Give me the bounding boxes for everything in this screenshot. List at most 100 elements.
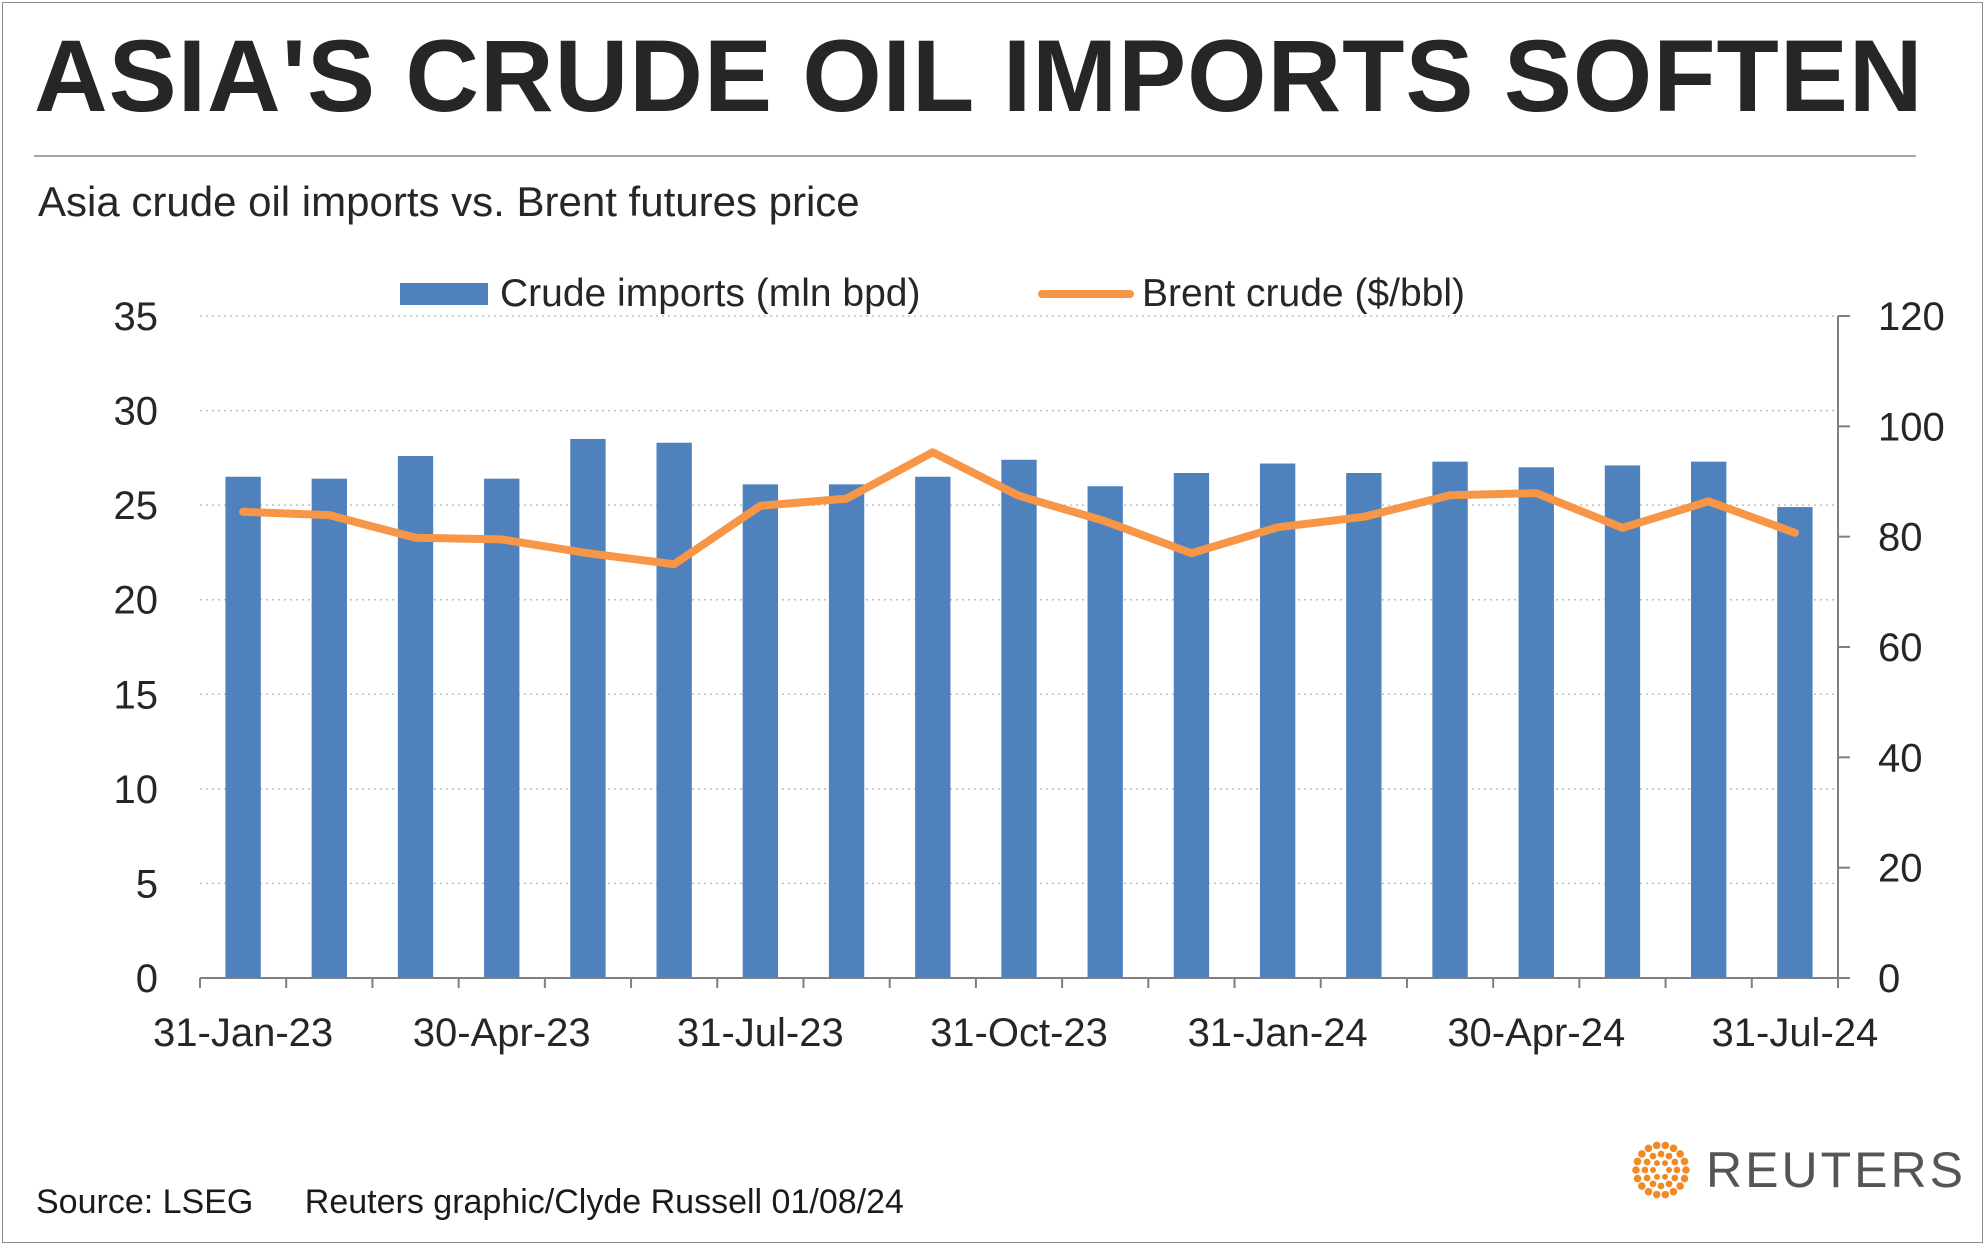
point-brent xyxy=(414,536,417,539)
reuters-dot-logo-icon xyxy=(1632,1141,1690,1199)
logo-dot xyxy=(1643,1174,1651,1182)
source-note: Source: LSEG xyxy=(36,1183,254,1221)
logo-dot xyxy=(1657,1182,1665,1190)
point-brent xyxy=(845,497,848,500)
y-right-tick-label: 20 xyxy=(1878,847,1923,891)
y-left-tick-label: 35 xyxy=(114,295,159,339)
legend-bar-swatch xyxy=(400,283,488,305)
logo-dot xyxy=(1676,1150,1684,1158)
logo-dot xyxy=(1649,1180,1657,1188)
logo-dot xyxy=(1676,1182,1684,1190)
x-tick-label: 30-Apr-23 xyxy=(413,1011,591,1055)
logo-dot xyxy=(1632,1166,1640,1174)
x-tick-label: 30-Apr-24 xyxy=(1447,1011,1625,1055)
y-right-tick-label: 40 xyxy=(1878,736,1923,780)
bar-imports xyxy=(1518,467,1554,978)
point-brent xyxy=(1104,520,1107,523)
point-brent xyxy=(1707,500,1710,503)
legend-item-brent: Brent crude ($/bbl) xyxy=(1038,272,1465,316)
x-tick-label: 31-Jul-23 xyxy=(677,1011,844,1055)
logo-dot xyxy=(1650,1167,1656,1173)
y-right-tick-label: 60 xyxy=(1878,626,1923,670)
logo-dot xyxy=(1633,1157,1642,1166)
bar-imports xyxy=(484,478,520,978)
bar-imports xyxy=(570,438,606,978)
point-brent xyxy=(1276,526,1279,529)
bar-imports xyxy=(656,442,692,978)
x-tick-label: 31-Jul-24 xyxy=(1712,1011,1879,1055)
y-right-tick-label: 80 xyxy=(1878,516,1923,560)
point-brent xyxy=(242,510,245,513)
credit-note: Reuters graphic/Clyde Russell 01/08/24 xyxy=(304,1183,904,1221)
point-brent xyxy=(1793,531,1796,534)
logo-dot xyxy=(1644,1144,1653,1153)
logo-dot xyxy=(1661,1190,1670,1199)
x-tick-label: 31-Jan-24 xyxy=(1188,1011,1368,1055)
logo-dot xyxy=(1652,1190,1661,1199)
logo-dot xyxy=(1665,1152,1673,1160)
bar-imports xyxy=(828,484,865,978)
logo-dot xyxy=(1682,1166,1690,1174)
chart-legend: Crude imports (mln bpd) Brent crude ($/b… xyxy=(0,272,1987,322)
logo-dot xyxy=(1673,1166,1681,1174)
bar-imports xyxy=(1604,465,1641,978)
logo-dot xyxy=(1654,1160,1660,1167)
bar-imports xyxy=(225,476,261,978)
logo-dot xyxy=(1654,1173,1660,1180)
logo-dot xyxy=(1680,1157,1689,1166)
point-brent xyxy=(931,451,934,454)
legend-item-imports: Crude imports (mln bpd) xyxy=(400,272,920,316)
logo-dot xyxy=(1652,1141,1661,1150)
point-brent xyxy=(328,514,331,517)
logo-dot xyxy=(1638,1150,1646,1158)
y-left-tick-label: 5 xyxy=(136,862,158,906)
reuters-logo-text: REUTERS xyxy=(1706,1142,1966,1198)
bar-imports xyxy=(1087,486,1123,978)
bar-imports xyxy=(1691,461,1727,978)
logo-dot xyxy=(1665,1180,1673,1188)
point-brent xyxy=(1018,494,1020,497)
logo-dot xyxy=(1680,1174,1689,1183)
point-brent xyxy=(759,504,762,507)
logo-dot xyxy=(1638,1182,1646,1190)
point-brent xyxy=(1362,515,1365,518)
y-right-tick-label: 0 xyxy=(1878,957,1900,1001)
bar-imports xyxy=(397,455,434,979)
bar-imports xyxy=(1777,507,1813,978)
point-brent xyxy=(1535,492,1538,495)
reuters-logo: REUTERS xyxy=(1626,1135,1966,1205)
bar-imports xyxy=(1259,463,1296,978)
title-divider xyxy=(34,155,1916,157)
legend-line-swatch xyxy=(1038,290,1134,298)
logo-dot xyxy=(1644,1187,1653,1196)
point-brent xyxy=(1190,552,1193,555)
logo-dot xyxy=(1633,1174,1642,1183)
logo-dot xyxy=(1671,1174,1679,1182)
logo-dot xyxy=(1669,1144,1678,1153)
chart-title: ASIA'S CRUDE OIL IMPORTS SOFTEN xyxy=(34,19,1924,133)
y-left-tick-label: 10 xyxy=(114,768,159,812)
logo-dot xyxy=(1643,1158,1651,1166)
y-left-tick-label: 25 xyxy=(114,484,159,528)
y-right-tick-label: 100 xyxy=(1878,405,1945,449)
y-right-tick-label: 120 xyxy=(1878,295,1945,339)
y-left-tick-label: 20 xyxy=(114,579,159,623)
legend-label-brent: Brent crude ($/bbl) xyxy=(1142,272,1465,315)
legend-label-imports: Crude imports (mln bpd) xyxy=(500,272,921,315)
point-brent xyxy=(1621,526,1624,529)
logo-dot xyxy=(1657,1150,1665,1158)
x-tick-label: 31-Oct-23 xyxy=(930,1011,1108,1055)
logo-dot xyxy=(1666,1167,1672,1173)
logo-dot xyxy=(1662,1160,1668,1167)
chart-footer: Source: LSEG Reuters graphic/Clyde Russe… xyxy=(36,1183,904,1222)
y-left-tick-label: 15 xyxy=(114,673,159,717)
point-brent xyxy=(586,552,589,555)
logo-dot xyxy=(1669,1187,1678,1196)
logo-dot xyxy=(1662,1173,1668,1180)
logo-dot xyxy=(1671,1158,1679,1166)
logo-dot xyxy=(1649,1152,1657,1160)
y-left-tick-label: 0 xyxy=(136,957,158,1001)
bar-imports xyxy=(742,484,779,978)
bar-imports xyxy=(1432,461,1468,978)
